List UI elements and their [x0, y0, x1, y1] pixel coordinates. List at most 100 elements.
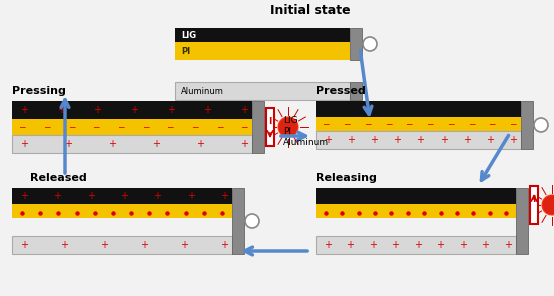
Text: +: + [153, 191, 161, 201]
Text: +: + [369, 240, 377, 250]
Text: −: − [343, 120, 351, 128]
Text: +: + [240, 105, 248, 115]
Bar [12, 119, 252, 135]
Text: +: + [20, 191, 28, 201]
Bar [12, 101, 252, 119]
Text: +: + [463, 135, 471, 145]
Text: Aluminum: Aluminum [181, 86, 224, 96]
Bar [316, 204, 516, 218]
Text: −: − [240, 123, 248, 131]
Text: +: + [86, 191, 95, 201]
Text: +: + [370, 135, 378, 145]
Text: +: + [130, 105, 138, 115]
Text: −: − [18, 123, 25, 131]
Text: +: + [196, 139, 204, 149]
Text: LIG: LIG [283, 116, 297, 125]
Text: +: + [504, 240, 512, 250]
Text: +: + [486, 135, 494, 145]
Text: +: + [53, 191, 61, 201]
Text: +: + [220, 240, 228, 250]
Text: +: + [437, 240, 444, 250]
Bar [350, 82, 362, 100]
Bar [316, 236, 516, 254]
Text: −: − [191, 123, 198, 131]
Text: PI: PI [283, 127, 291, 136]
Text: I: I [532, 194, 536, 204]
Text: −: − [364, 120, 371, 128]
Text: −: − [43, 123, 50, 131]
Text: −: − [322, 120, 330, 128]
Text: −: − [509, 120, 517, 128]
Bar [12, 188, 232, 204]
Text: +: + [108, 139, 116, 149]
Text: +: + [20, 139, 28, 149]
Text: +: + [481, 240, 490, 250]
Text: +: + [414, 240, 422, 250]
Text: +: + [20, 240, 28, 250]
Text: +: + [100, 240, 108, 250]
Bar [316, 188, 516, 204]
Text: +: + [393, 135, 402, 145]
Bar [316, 131, 521, 149]
Bar [516, 188, 528, 254]
Text: +: + [152, 139, 160, 149]
Text: +: + [60, 240, 68, 250]
Text: Releasing: Releasing [316, 173, 377, 183]
Text: +: + [240, 139, 248, 149]
Circle shape [245, 214, 259, 228]
Text: +: + [167, 105, 175, 115]
Bar [12, 236, 232, 254]
Bar [175, 42, 350, 60]
Bar [350, 28, 362, 60]
Bar [232, 188, 244, 254]
Text: LIG: LIG [181, 30, 196, 39]
Text: +: + [180, 240, 188, 250]
Text: Initial state: Initial state [270, 4, 350, 17]
Text: +: + [120, 191, 128, 201]
Circle shape [278, 117, 298, 137]
Text: +: + [93, 105, 101, 115]
Circle shape [534, 118, 548, 132]
Text: −: − [216, 123, 223, 131]
Bar [252, 101, 264, 153]
Text: −: − [384, 120, 392, 128]
Text: Aluminum: Aluminum [283, 138, 329, 147]
Text: −: − [93, 123, 100, 131]
Text: PI: PI [181, 46, 190, 56]
Text: +: + [346, 240, 355, 250]
Text: +: + [440, 135, 448, 145]
Text: +: + [392, 240, 399, 250]
Text: +: + [417, 135, 424, 145]
Text: −: − [406, 120, 413, 128]
Text: Pressing: Pressing [12, 86, 66, 96]
Text: +: + [324, 240, 332, 250]
Text: −: − [117, 123, 125, 131]
Circle shape [363, 37, 377, 51]
Bar [12, 135, 252, 153]
Text: +: + [57, 105, 65, 115]
Bar [12, 204, 232, 218]
Bar [316, 101, 521, 117]
Text: +: + [324, 135, 332, 145]
Text: −: − [166, 123, 174, 131]
Text: I: I [268, 117, 271, 126]
Text: +: + [187, 191, 194, 201]
Circle shape [542, 195, 554, 215]
Text: +: + [509, 135, 517, 145]
Bar [530, 186, 538, 224]
Text: −: − [426, 120, 434, 128]
Text: +: + [140, 240, 148, 250]
Bar [521, 101, 533, 149]
Bar [175, 82, 350, 100]
Text: −: − [68, 123, 75, 131]
Text: −: − [142, 123, 149, 131]
Bar [266, 108, 274, 146]
Text: Released: Released [30, 173, 87, 183]
Text: −: − [489, 120, 496, 128]
Bar [175, 28, 350, 42]
Text: +: + [459, 240, 467, 250]
Text: −: − [447, 120, 454, 128]
Text: Pressed: Pressed [316, 86, 366, 96]
Text: +: + [20, 105, 28, 115]
Text: +: + [347, 135, 355, 145]
